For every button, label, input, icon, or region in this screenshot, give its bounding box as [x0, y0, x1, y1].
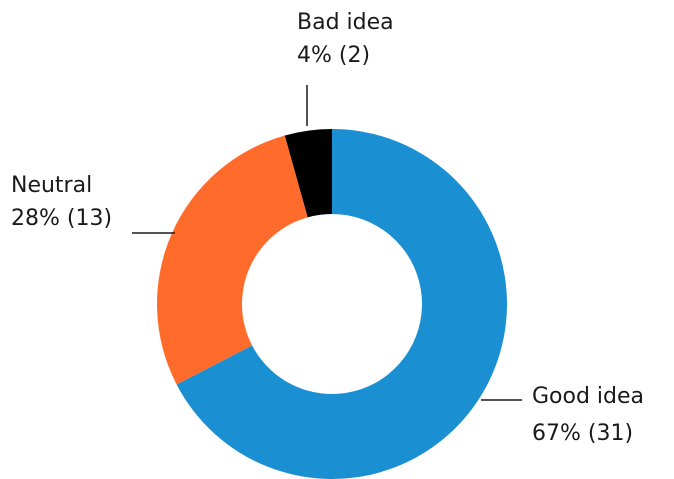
label-neutral-name: Neutral: [11, 173, 92, 198]
label-good-idea-name: Good idea: [532, 384, 644, 409]
label-good-idea-detail: 67% (31): [532, 421, 633, 446]
slice-bad-idea: [284, 129, 332, 218]
slices-group: [156, 129, 508, 479]
label-neutral-detail: 28% (13): [11, 206, 112, 231]
slice-good-idea: [176, 129, 508, 479]
label-bad-idea-name: Bad idea: [297, 10, 394, 35]
slice-neutral: [156, 135, 308, 385]
label-bad-idea-detail: 4% (2): [297, 43, 370, 68]
